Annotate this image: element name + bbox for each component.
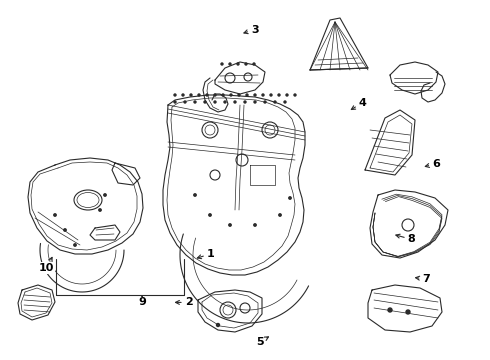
Circle shape [284, 101, 286, 103]
Circle shape [209, 214, 211, 216]
Circle shape [190, 94, 192, 96]
Circle shape [206, 94, 208, 96]
Circle shape [289, 197, 291, 199]
Circle shape [254, 224, 256, 226]
Circle shape [184, 101, 186, 103]
Circle shape [198, 94, 200, 96]
Circle shape [217, 324, 220, 327]
Text: 10: 10 [39, 257, 54, 273]
Circle shape [274, 101, 276, 103]
Circle shape [244, 101, 246, 103]
Circle shape [264, 101, 266, 103]
Circle shape [54, 214, 56, 216]
Circle shape [294, 94, 296, 96]
Text: 9: 9 [138, 296, 146, 307]
Circle shape [253, 63, 255, 65]
Circle shape [104, 194, 106, 196]
Text: 5: 5 [256, 337, 269, 347]
Circle shape [238, 94, 240, 96]
Circle shape [99, 209, 101, 211]
Circle shape [222, 94, 224, 96]
Circle shape [234, 101, 236, 103]
Circle shape [237, 63, 239, 65]
Circle shape [279, 214, 281, 216]
Circle shape [245, 63, 247, 65]
Circle shape [224, 101, 226, 103]
Circle shape [194, 194, 196, 196]
Circle shape [174, 94, 176, 96]
Circle shape [254, 101, 256, 103]
Text: 4: 4 [351, 98, 367, 109]
Circle shape [230, 94, 232, 96]
Circle shape [204, 101, 206, 103]
Circle shape [388, 308, 392, 312]
Text: 8: 8 [396, 234, 416, 244]
Circle shape [221, 63, 223, 65]
Circle shape [182, 94, 184, 96]
Circle shape [229, 224, 231, 226]
Circle shape [229, 63, 231, 65]
Circle shape [262, 94, 264, 96]
Circle shape [270, 94, 272, 96]
Text: 7: 7 [416, 274, 430, 284]
Circle shape [194, 101, 196, 103]
Text: 2: 2 [175, 297, 193, 307]
Circle shape [246, 94, 248, 96]
Circle shape [74, 244, 76, 246]
Text: 6: 6 [425, 159, 440, 169]
Circle shape [254, 94, 256, 96]
Text: 1: 1 [197, 249, 215, 259]
Circle shape [278, 94, 280, 96]
Circle shape [406, 310, 410, 314]
Circle shape [214, 101, 216, 103]
Circle shape [286, 94, 288, 96]
Circle shape [174, 101, 176, 103]
Text: 3: 3 [244, 24, 259, 35]
Circle shape [214, 94, 216, 96]
Circle shape [64, 229, 66, 231]
